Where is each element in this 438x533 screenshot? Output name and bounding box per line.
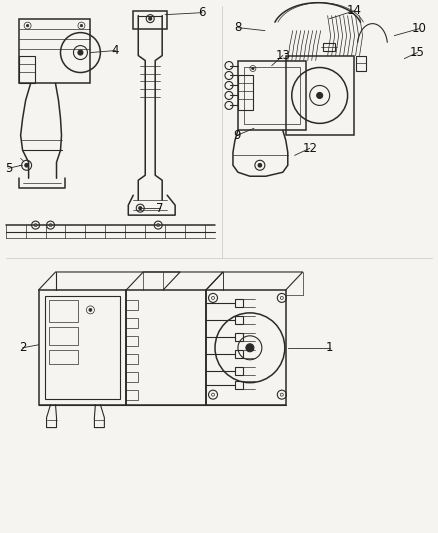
Bar <box>235 381 243 389</box>
Circle shape <box>149 17 152 20</box>
Bar <box>126 354 138 364</box>
Text: 9: 9 <box>233 129 241 142</box>
Bar <box>238 61 306 131</box>
Text: 5: 5 <box>5 161 12 175</box>
Bar <box>286 55 353 135</box>
Bar <box>235 316 243 324</box>
Circle shape <box>89 309 92 311</box>
Text: 1: 1 <box>326 341 333 354</box>
Text: 14: 14 <box>347 4 362 17</box>
Circle shape <box>139 207 142 209</box>
Text: 2: 2 <box>19 341 26 354</box>
Bar <box>126 390 138 400</box>
Bar <box>126 290 206 405</box>
Text: 13: 13 <box>276 49 290 62</box>
Circle shape <box>246 344 254 352</box>
Bar <box>133 11 167 29</box>
Bar <box>49 350 78 364</box>
Bar <box>126 336 138 346</box>
Circle shape <box>78 50 83 55</box>
Text: 12: 12 <box>302 142 317 155</box>
Bar <box>235 333 243 341</box>
Bar <box>206 290 286 405</box>
Bar <box>126 318 138 328</box>
Text: 7: 7 <box>156 201 164 215</box>
Text: 10: 10 <box>412 22 427 35</box>
Bar <box>235 367 243 375</box>
Bar <box>238 76 253 110</box>
Circle shape <box>25 164 28 167</box>
Circle shape <box>80 25 83 27</box>
Text: 8: 8 <box>234 21 242 34</box>
Circle shape <box>258 164 261 167</box>
Text: 6: 6 <box>198 6 206 19</box>
Bar <box>39 290 126 405</box>
Circle shape <box>26 25 29 27</box>
Bar <box>235 350 243 358</box>
Circle shape <box>317 92 323 99</box>
Text: 4: 4 <box>112 44 119 57</box>
Bar <box>356 55 366 70</box>
Bar <box>126 300 138 310</box>
Bar <box>323 43 335 51</box>
Bar <box>235 299 243 307</box>
Circle shape <box>252 67 254 70</box>
Bar <box>49 327 78 345</box>
Bar <box>126 372 138 382</box>
Bar <box>49 300 78 322</box>
Text: 15: 15 <box>410 46 425 59</box>
Bar <box>45 296 120 399</box>
Bar <box>19 55 35 84</box>
Bar <box>19 19 90 84</box>
Bar <box>244 67 300 124</box>
